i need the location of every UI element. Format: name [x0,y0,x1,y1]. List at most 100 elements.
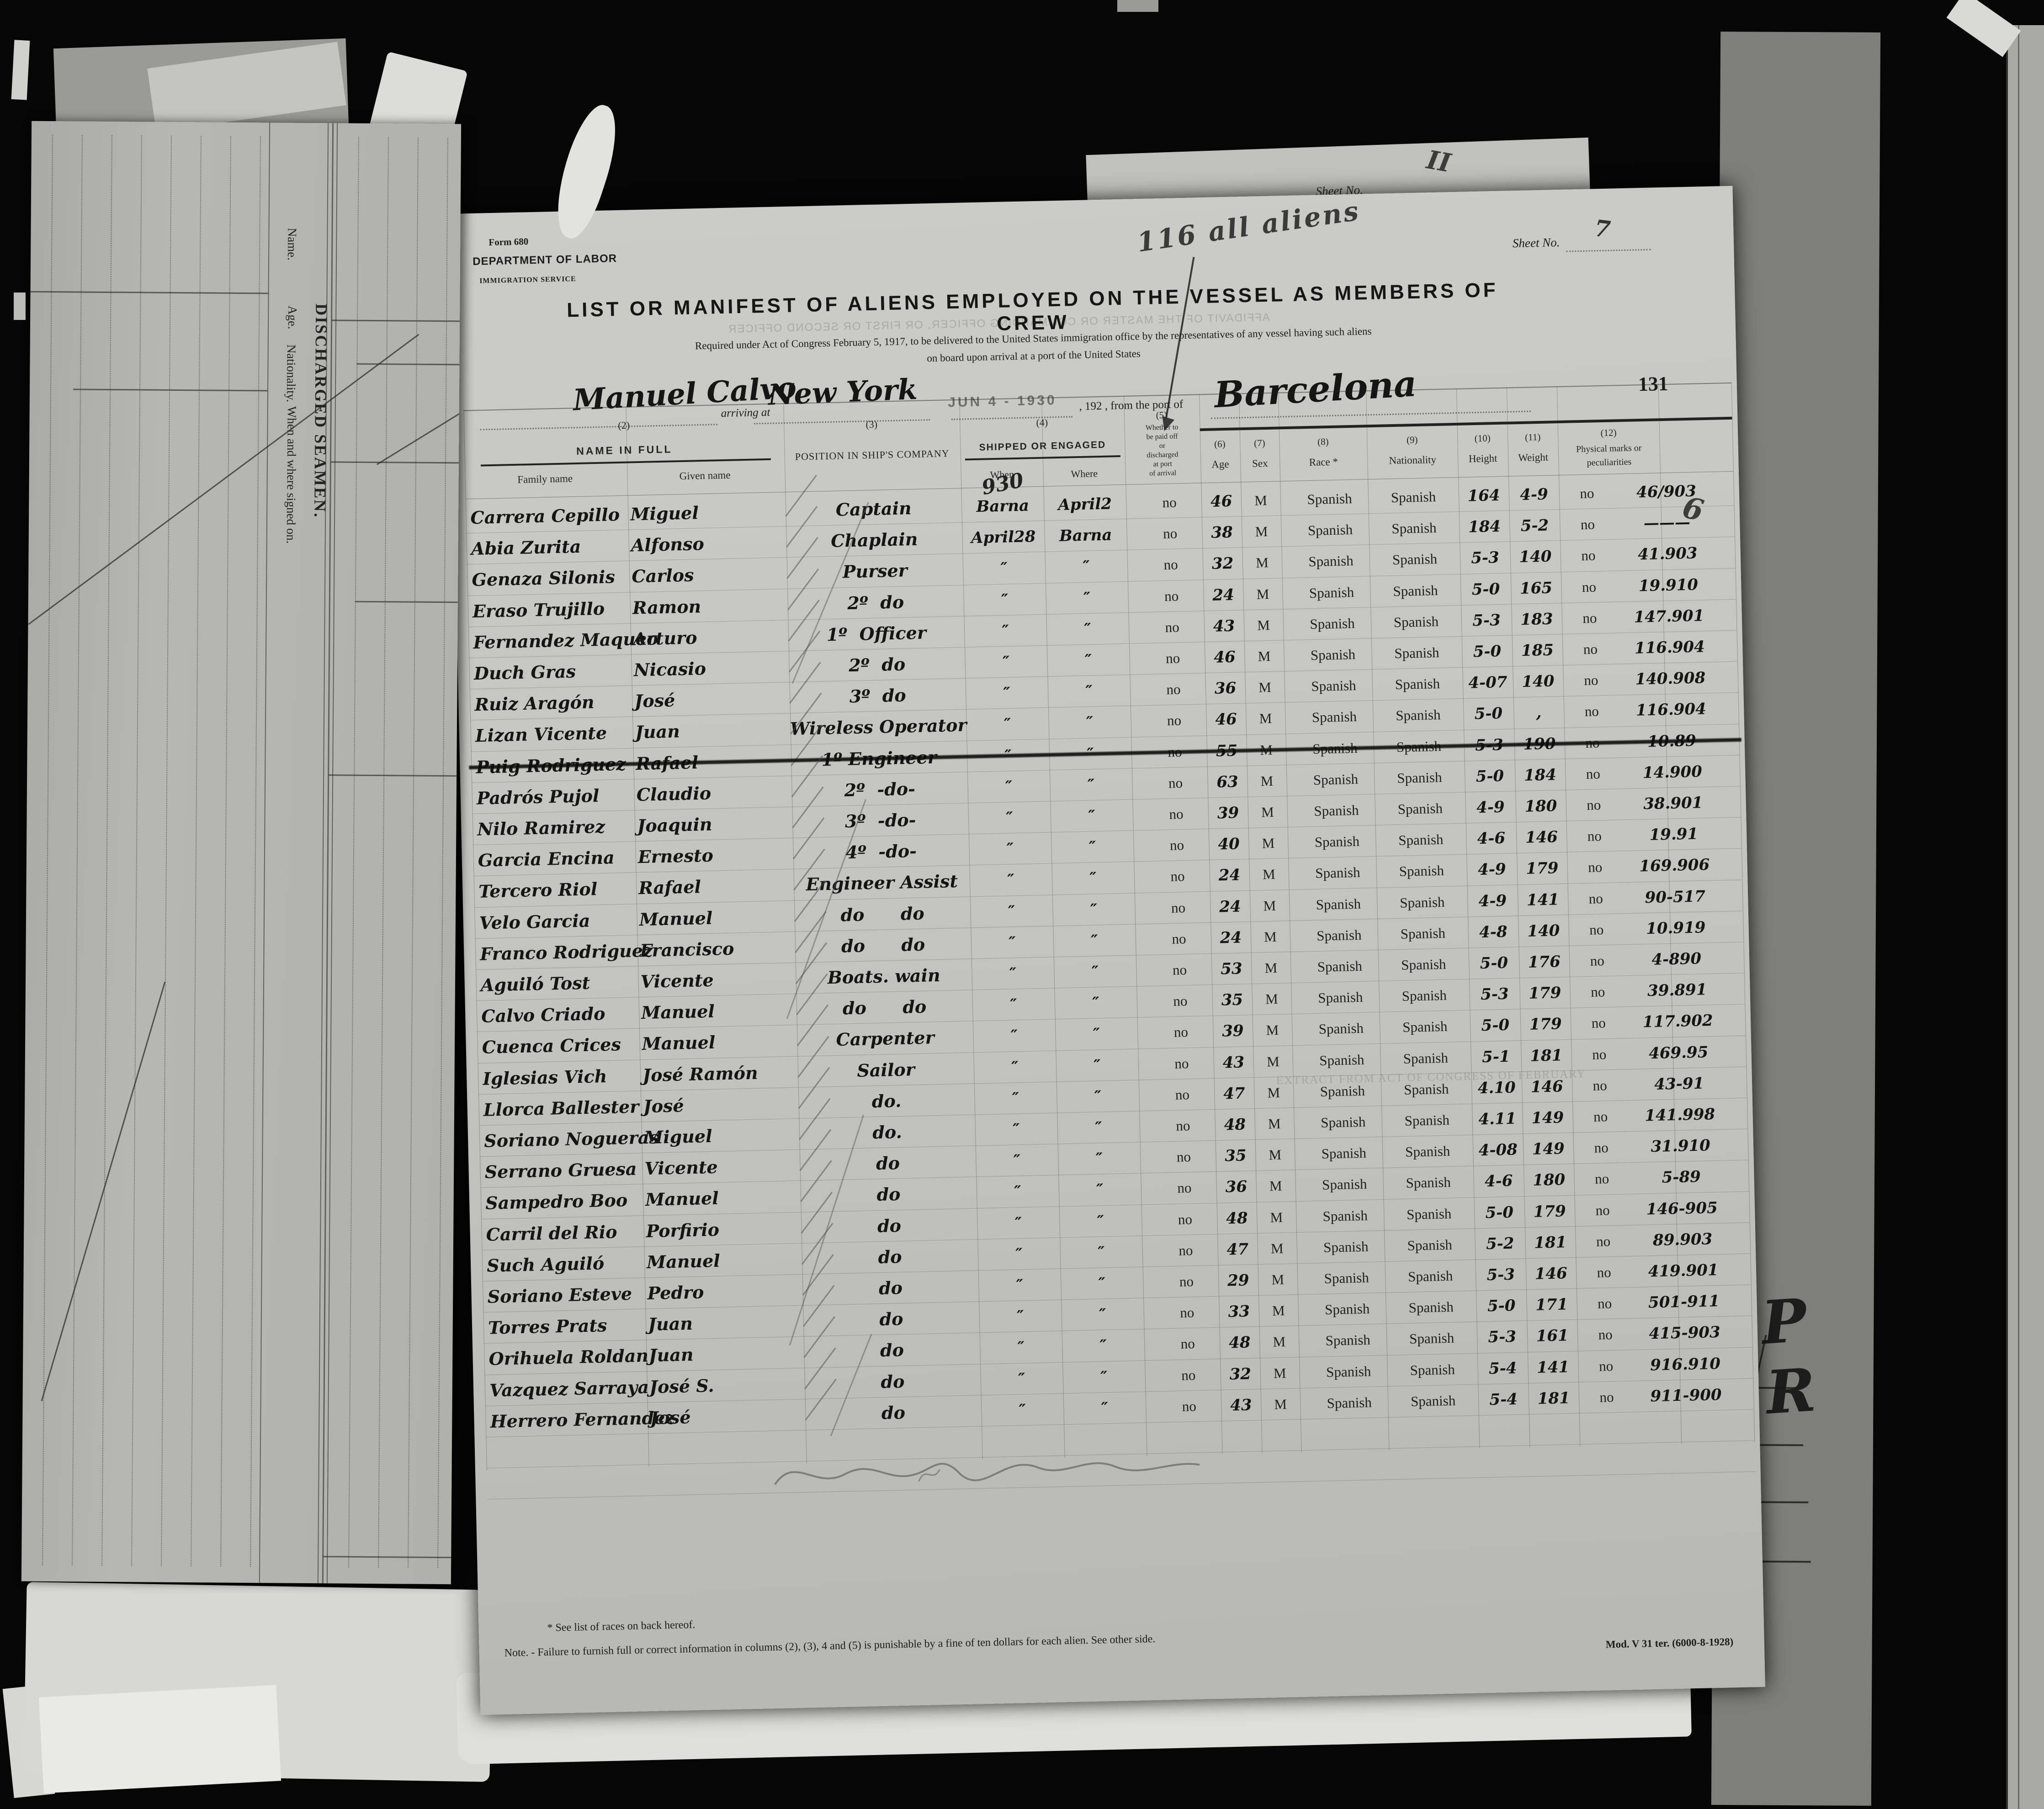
cell-marks_no: no [1597,1264,1612,1281]
cell-marks_num: 169.906 [1639,856,1710,876]
cell-weight: 4-9 [1519,485,1549,504]
pencil-diagonal [28,334,419,625]
cell-family: Lizan Vicente [475,723,607,746]
cell-nationality: Spanish [1403,1049,1449,1067]
cell-when: ″ [1002,653,1010,671]
pencil-diagonal [376,401,462,465]
cell-marks_num: 501-911 [1648,1292,1720,1312]
cell-given: Miguel [643,1125,712,1148]
cell-given: Alfonso [631,533,705,556]
cell-paid: no [1165,619,1179,635]
cell-nationality: Spanish [1391,520,1437,537]
cell-position: do [881,1371,905,1392]
dotted-rule-line [191,136,202,1567]
cell-paid: no [1178,1242,1193,1259]
pencil-signature [774,1462,1200,1485]
cell-height: 5-0 [1473,642,1502,661]
cell-weight: 180 [1524,797,1557,816]
cell-where: April2 [1057,495,1112,515]
cell-race: Spanish [1322,1207,1368,1224]
dotted-rule-line [131,135,142,1566]
cell-weight: 176 [1528,952,1561,972]
cell-race: Spanish [1322,1176,1367,1193]
film-speck [14,293,26,320]
cell-given: José [634,690,675,712]
cell-marks_num: 116.904 [1635,700,1707,720]
cell-family: Calvo Criado [481,1003,605,1027]
cell-sex: M [1258,648,1271,665]
cell-given: Manuel [641,1000,715,1023]
dotted-rule-line [408,137,419,1568]
cell-marks_num: 19.910 [1638,575,1699,595]
cell-marks_no: no [1595,1202,1610,1218]
cell-when: ″ [1000,559,1008,578]
cell-position: do [881,1402,906,1423]
cell-race: Spanish [1321,1144,1367,1162]
cell-age: 24 [1218,866,1241,885]
cell-race: Spanish [1311,708,1357,726]
cell-paid: no [1179,1273,1194,1290]
section-line [329,774,457,777]
cell-family: Carrera Cepillo [470,504,620,528]
cell-sex: M [1269,1146,1282,1163]
cell-when: ″ [1002,622,1009,640]
cell-where: ″ [1090,931,1099,950]
cell-age: 46 [1210,492,1232,511]
cell-position: do. [871,1090,902,1112]
cell-weight: 140 [1521,672,1555,692]
cell-height: 5-2 [1486,1234,1514,1253]
cell-marks_no: no [1599,1389,1614,1405]
cell-given: Vicente [644,1156,718,1179]
cell-position: do do [842,996,927,1019]
cell-nationality: Spanish [1405,1143,1450,1160]
cell-family: Nilo Ramirez [477,816,605,840]
cell-given: Claudio [636,782,711,805]
cell-given: Juan [635,721,680,743]
cell-position: do [876,1153,900,1174]
cell-weight: 179 [1529,1015,1562,1034]
cell-height: 4-6 [1484,1172,1513,1191]
cell-given: Vicente [640,969,714,992]
cell-nationality: Spanish [1393,582,1438,599]
cell-where: ″ [1086,713,1094,732]
cell-sex: M [1258,679,1272,696]
cell-marks_no: no [1587,828,1602,845]
cell-family: Serrano Gruesa [484,1158,637,1182]
cell-sex: M [1270,1240,1284,1257]
cell-when: ″ [1009,933,1016,952]
section-line [332,319,460,322]
cell-marks_num: 140.908 [1635,669,1706,689]
cell-sex: M [1265,990,1279,1007]
col3-number: (3) [865,418,878,431]
cell-paid: no [1178,1211,1193,1228]
cell-where: ″ [1091,963,1099,981]
cell-when: ″ [1016,1307,1024,1326]
cell-race: Spanish [1315,864,1360,882]
dotted-rule-line [161,135,172,1566]
cell-height: 5-3 [1488,1327,1517,1347]
cell-marks_no: no [1590,952,1605,969]
cell-position: 3º -do- [844,809,916,832]
cell-given: José S. [649,1375,714,1397]
cell-marks_num: 419.901 [1648,1261,1719,1281]
cell-sex: M [1255,554,1269,571]
cell-paid: no [1182,1398,1197,1415]
cell-family: Cuenca Crices [482,1034,621,1058]
cell-position: 2º -do- [844,778,916,801]
cell-position: do [878,1246,902,1267]
cell-marks_num: 10.919 [1646,918,1706,938]
cell-marks_num: 911-900 [1650,1385,1722,1406]
cell-marks_no: no [1598,1357,1614,1374]
cell-race: Spanish [1318,1020,1364,1038]
col-age-label: Age. [285,305,300,330]
cell-race: Spanish [1308,553,1354,570]
cell-nationality: Spanish [1391,488,1436,506]
cell-position: Purser [842,560,908,582]
cell-marks_num: 141.998 [1644,1105,1715,1125]
cell-paid: no [1176,1117,1190,1134]
cell-height: 5-3 [1480,984,1509,1004]
margin-note-pr: P R [1759,1284,1832,1428]
cell-nationality: Spanish [1396,769,1442,786]
cell-height: 4-9 [1478,891,1507,910]
